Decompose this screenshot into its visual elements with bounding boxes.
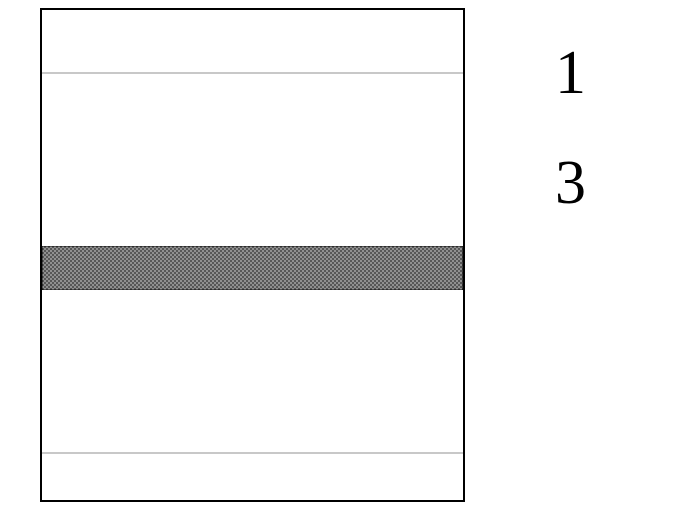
label-3: 3 bbox=[555, 148, 586, 219]
diagram-stage: 1 3 bbox=[0, 0, 673, 509]
label-1: 1 bbox=[555, 38, 586, 109]
lower-thin-line bbox=[42, 452, 463, 454]
upper-thin-line bbox=[42, 72, 463, 74]
middle-band bbox=[42, 246, 463, 290]
